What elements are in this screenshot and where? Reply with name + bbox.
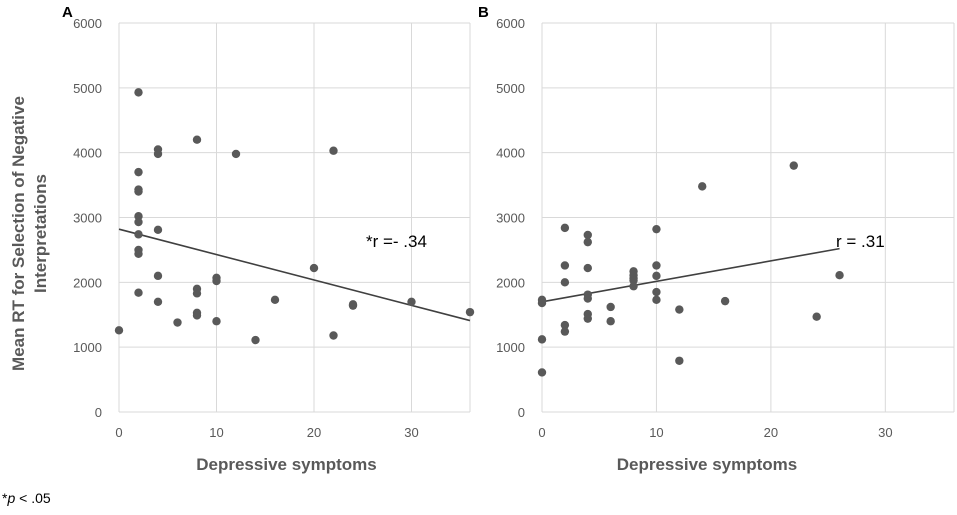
data-point bbox=[537, 335, 547, 344]
panel-a: 0 1000 2000 3000 4000 5000 6000 0 10 20 30 A *r =- .… bbox=[9, 4, 475, 474]
data-point bbox=[583, 237, 592, 247]
y-tick-label: 0 bbox=[518, 405, 525, 420]
data-point bbox=[465, 307, 475, 317]
data-point bbox=[329, 331, 338, 340]
y-tick-label: 4000 bbox=[496, 146, 525, 161]
y-tick-label: 2000 bbox=[496, 275, 525, 290]
y-tick-label: 5000 bbox=[496, 81, 525, 96]
data-point bbox=[560, 320, 570, 330]
x-tick-label: 0 bbox=[115, 425, 122, 440]
data-point bbox=[583, 294, 592, 303]
y-axis-title-line: Interpretations bbox=[31, 174, 50, 293]
x-axis-title: Depressive symptoms bbox=[196, 455, 376, 474]
data-point bbox=[348, 301, 358, 310]
data-point bbox=[560, 278, 570, 287]
data-point bbox=[192, 289, 202, 298]
y-tick-label: 3000 bbox=[496, 211, 525, 226]
data-point bbox=[270, 295, 280, 305]
data-point bbox=[134, 217, 143, 227]
correlation-annotation: *r =- .34 bbox=[366, 232, 427, 251]
data-point bbox=[153, 149, 163, 159]
footnote-rest: < .05 bbox=[15, 490, 51, 506]
data-point bbox=[652, 261, 661, 270]
y-tick-label: 5000 bbox=[73, 81, 102, 96]
x-tick-label: 20 bbox=[764, 425, 778, 440]
y-tick-label: 4000 bbox=[73, 146, 102, 161]
footnote-p: p bbox=[7, 490, 16, 506]
data-point bbox=[652, 295, 661, 305]
y-tick-label: 2000 bbox=[73, 275, 102, 290]
data-point bbox=[629, 276, 638, 285]
data-point bbox=[698, 182, 707, 191]
data-point bbox=[134, 212, 143, 221]
data-point bbox=[192, 135, 202, 144]
data-point bbox=[675, 305, 684, 314]
y-tick-label: 6000 bbox=[496, 16, 525, 31]
y-tick-label: 1000 bbox=[73, 340, 102, 355]
x-tick-label: 20 bbox=[307, 425, 321, 440]
data-point bbox=[134, 230, 143, 239]
footnote: *p < .05 bbox=[2, 490, 51, 506]
x-tick-label: 10 bbox=[209, 425, 223, 440]
data-point bbox=[835, 271, 844, 280]
data-point bbox=[407, 297, 416, 306]
x-tick-label: 30 bbox=[878, 425, 892, 440]
data-point bbox=[652, 287, 661, 297]
data-point bbox=[173, 318, 182, 327]
y-tick-label: 3000 bbox=[73, 211, 102, 226]
data-point bbox=[153, 271, 163, 281]
data-point bbox=[537, 298, 547, 308]
data-point bbox=[675, 356, 684, 365]
correlation-annotation: r = .31 bbox=[836, 232, 885, 251]
y-tick-label: 6000 bbox=[73, 16, 102, 31]
panel-label: A bbox=[62, 4, 73, 21]
data-point bbox=[134, 167, 143, 177]
data-point bbox=[720, 296, 730, 306]
x-axis-title: Depressive symptoms bbox=[617, 455, 797, 474]
data-point bbox=[309, 263, 319, 273]
data-point bbox=[192, 311, 202, 320]
data-point bbox=[212, 276, 221, 286]
data-point bbox=[652, 224, 661, 234]
data-point bbox=[583, 314, 592, 323]
data-point bbox=[583, 230, 592, 240]
footnote-star: * bbox=[2, 490, 8, 506]
panel-b: 0 1000 2000 3000 4000 5000 6000 0 10 20 30 Br = .31… bbox=[478, 4, 955, 474]
data-point bbox=[583, 263, 592, 273]
data-point bbox=[231, 149, 241, 159]
y-tick-label: 1000 bbox=[496, 340, 525, 355]
data-point bbox=[652, 271, 661, 281]
data-point bbox=[329, 146, 338, 155]
data-point bbox=[560, 261, 570, 270]
data-point bbox=[114, 326, 124, 335]
data-point bbox=[560, 327, 570, 336]
x-tick-label: 10 bbox=[649, 425, 663, 440]
data-point bbox=[606, 302, 615, 312]
panel-label: B bbox=[478, 4, 489, 21]
data-point bbox=[812, 312, 821, 321]
data-point bbox=[153, 297, 163, 306]
x-tick-label: 30 bbox=[404, 425, 418, 440]
x-tick-label: 0 bbox=[538, 425, 545, 440]
data-point bbox=[560, 223, 570, 233]
data-point bbox=[153, 225, 163, 235]
data-point bbox=[789, 161, 798, 170]
data-point bbox=[134, 187, 143, 196]
data-point bbox=[537, 368, 547, 377]
data-point bbox=[606, 317, 615, 326]
data-point bbox=[251, 335, 260, 345]
y-axis-title-line: Mean RT for Selection of Negative bbox=[9, 96, 28, 371]
data-point bbox=[629, 282, 638, 291]
y-tick-label: 0 bbox=[95, 405, 102, 420]
data-point bbox=[134, 249, 143, 259]
data-point bbox=[212, 317, 221, 326]
data-point bbox=[134, 88, 143, 97]
data-point bbox=[134, 288, 143, 297]
